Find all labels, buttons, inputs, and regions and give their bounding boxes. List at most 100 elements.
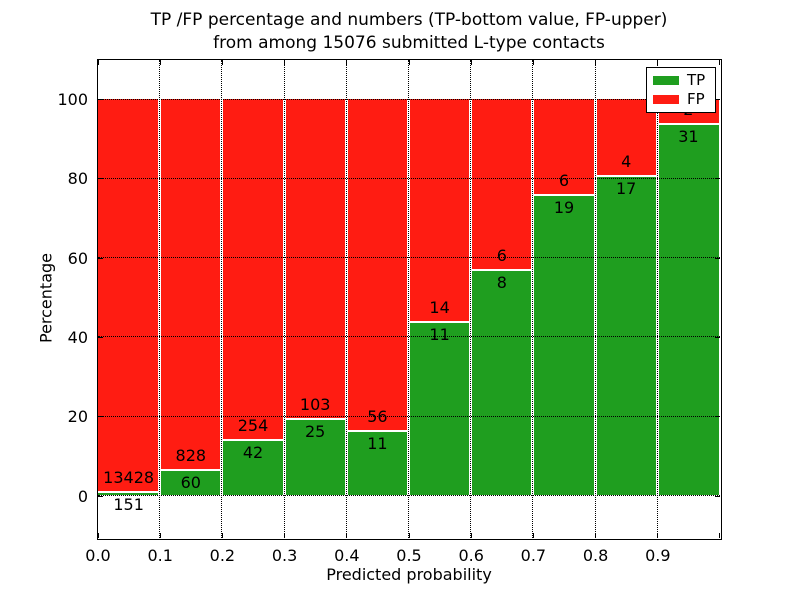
x-tick-mark bbox=[221, 59, 223, 65]
x-tick-mark bbox=[718, 532, 720, 538]
gridline-vertical bbox=[470, 59, 472, 538]
tp-legend-swatch-icon bbox=[653, 76, 679, 86]
bar-segment-fp bbox=[346, 99, 409, 431]
tp-count-label: 11 bbox=[367, 434, 388, 454]
y-tick-label: 60 bbox=[67, 248, 88, 268]
y-tick-mark bbox=[714, 336, 720, 338]
x-tick-label: 0.9 bbox=[645, 546, 671, 565]
gridline-vertical bbox=[656, 59, 658, 538]
bar-segment-fp bbox=[470, 99, 533, 269]
y-tick-label: 100 bbox=[57, 90, 88, 109]
bar-segment-fp bbox=[221, 99, 285, 440]
x-tick-label: 0.5 bbox=[396, 546, 422, 565]
fp-legend-label: FP bbox=[687, 89, 705, 108]
bar-segment-tp bbox=[532, 194, 596, 496]
gridline-vertical bbox=[594, 59, 596, 538]
x-tick-mark bbox=[221, 532, 223, 538]
x-tick-mark bbox=[159, 532, 161, 538]
x-tick-mark bbox=[657, 532, 659, 538]
bar-segment-tp bbox=[159, 468, 222, 496]
tp-count-label: 25 bbox=[305, 422, 326, 442]
plot-area: 1342815182860254421032556111411686194172… bbox=[96, 58, 722, 540]
fp-count-label: 828 bbox=[175, 445, 207, 465]
gridline-vertical bbox=[532, 59, 534, 538]
x-tick-mark bbox=[532, 59, 534, 65]
bar-segment-tp bbox=[595, 174, 658, 496]
x-tick-mark bbox=[284, 59, 286, 65]
tp-count-label: 11 bbox=[429, 325, 450, 345]
gridline-vertical bbox=[159, 59, 161, 538]
tp-count-label: 31 bbox=[678, 127, 699, 147]
fp-count-label: 14 bbox=[429, 298, 450, 318]
tp-count-label: 8 bbox=[496, 272, 507, 292]
gridline-vertical bbox=[408, 59, 409, 538]
x-tick-mark bbox=[284, 532, 286, 538]
tp-count-label: 42 bbox=[242, 443, 264, 463]
x-tick-label: 0.3 bbox=[271, 546, 298, 565]
fp-count-label: 6 bbox=[496, 245, 507, 265]
y-tick-mark bbox=[97, 336, 103, 338]
x-tick-label: 0.6 bbox=[458, 546, 484, 565]
y-tick-mark bbox=[714, 99, 720, 100]
fp-count-label: 254 bbox=[237, 416, 269, 436]
y-tick-label: 40 bbox=[67, 327, 88, 347]
x-tick-mark bbox=[159, 59, 161, 65]
chart-title-line1: TP /FP percentage and numbers (TP-bottom… bbox=[150, 10, 668, 30]
x-tick-mark bbox=[470, 532, 472, 538]
bar-segment-fp bbox=[408, 99, 471, 322]
legend: TP FP bbox=[646, 67, 716, 113]
tp-count-label: 19 bbox=[553, 198, 575, 218]
x-tick-mark bbox=[346, 59, 348, 65]
fp-count-label: 4 bbox=[621, 151, 632, 171]
y-tick-mark bbox=[97, 495, 103, 497]
legend-item-tp: TP bbox=[653, 73, 709, 88]
fp-count-label: 6 bbox=[558, 171, 570, 191]
fp-count-label: 103 bbox=[299, 395, 331, 415]
y-tick-label: 0 bbox=[77, 486, 88, 506]
x-tick-label: 0.4 bbox=[334, 546, 360, 565]
y-tick-label: 80 bbox=[67, 169, 88, 189]
y-tick-mark bbox=[714, 257, 720, 259]
bar-segment-fp bbox=[97, 99, 160, 492]
gridline-vertical bbox=[283, 59, 285, 538]
y-tick-mark bbox=[97, 178, 103, 180]
tp-count-label: 60 bbox=[180, 472, 201, 492]
y-tick-mark bbox=[714, 178, 720, 180]
y-tick-mark bbox=[714, 495, 720, 497]
bar-segment-tp bbox=[97, 491, 160, 496]
x-tick-mark bbox=[595, 59, 597, 65]
x-tick-mark bbox=[346, 532, 348, 538]
bar-segment-tp bbox=[408, 321, 471, 496]
gridline-vertical bbox=[345, 59, 347, 538]
x-tick-mark bbox=[97, 532, 99, 538]
bar-segment-tp bbox=[221, 439, 285, 496]
fp-count-label: 13428 bbox=[103, 468, 155, 488]
x-tick-label: 0.0 bbox=[85, 546, 111, 565]
x-tick-label: 0.8 bbox=[582, 546, 609, 565]
x-tick-mark bbox=[97, 59, 99, 65]
bar-segment-fp bbox=[159, 99, 222, 469]
bar-segment-tp bbox=[470, 268, 533, 496]
legend-item-fp: FP bbox=[653, 89, 709, 108]
chart-title-line2: from among 15076 submitted L-type contac… bbox=[213, 33, 605, 53]
bar-segment-tp bbox=[657, 123, 720, 496]
tp-count-label: 151 bbox=[113, 495, 144, 515]
y-tick-mark bbox=[97, 416, 103, 418]
x-tick-mark bbox=[657, 59, 659, 65]
y-tick-mark bbox=[97, 257, 103, 259]
x-tick-mark bbox=[532, 532, 534, 538]
x-tick-label: 0.2 bbox=[209, 546, 236, 565]
gridline-vertical bbox=[221, 59, 223, 538]
x-tick-mark bbox=[408, 59, 410, 65]
bar-segment-tp bbox=[346, 430, 409, 496]
x-tick-label: 0.7 bbox=[520, 546, 547, 565]
fp-legend-swatch-icon bbox=[653, 94, 679, 104]
bar-segment-fp bbox=[284, 99, 347, 419]
y-tick-label: 20 bbox=[67, 407, 88, 427]
y-tick-mark bbox=[97, 99, 103, 100]
x-tick-mark bbox=[595, 532, 597, 538]
x-tick-mark bbox=[718, 59, 720, 65]
x-tick-mark bbox=[408, 532, 410, 538]
x-axis-label: Predicted probability bbox=[326, 565, 492, 584]
